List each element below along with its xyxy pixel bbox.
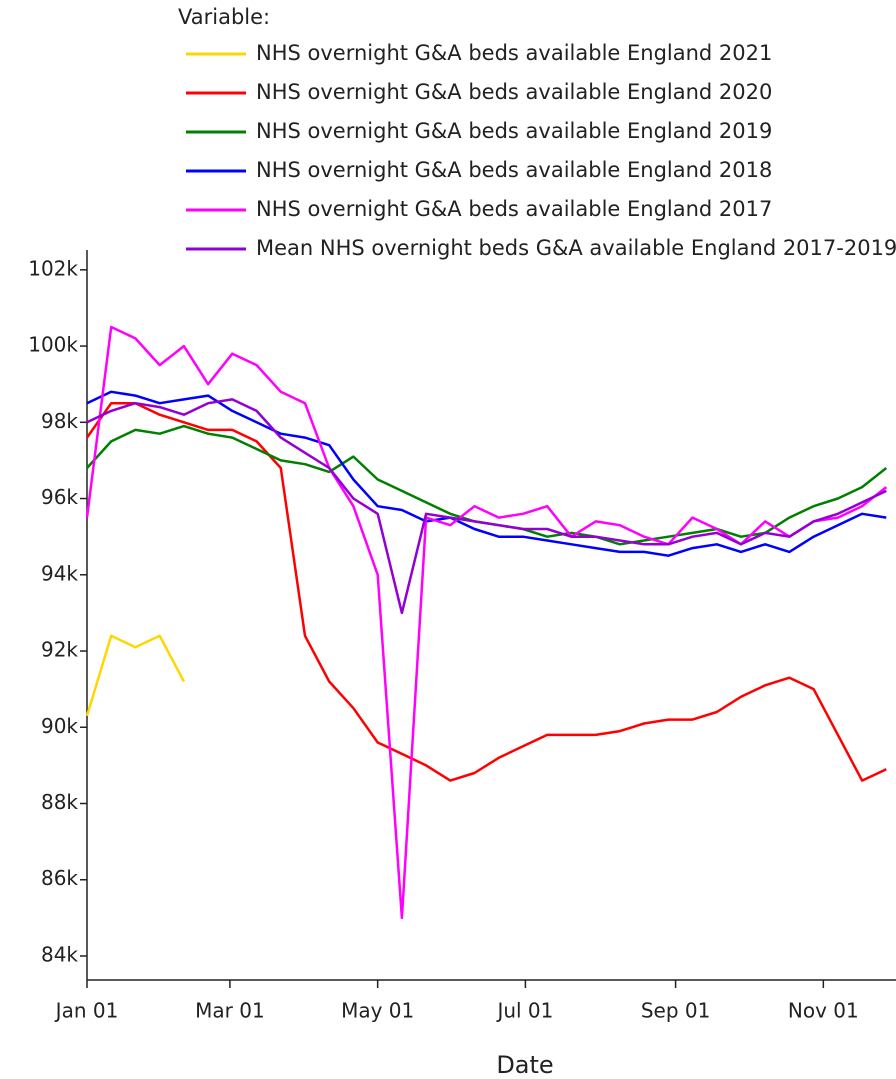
legend-label: Mean NHS overnight beds G&A available En…: [256, 236, 896, 260]
series-line: [86, 398, 887, 615]
series-line: [86, 390, 887, 557]
legend-label: NHS overnight G&A beds available England…: [256, 119, 772, 143]
legend-label: NHS overnight G&A beds available England…: [256, 80, 772, 104]
y-tick-label: 94k: [41, 561, 78, 585]
x-tick-label: Mar 01: [195, 999, 265, 1023]
series-line: [85, 634, 186, 717]
y-tick-label: 90k: [41, 714, 78, 738]
legend-label: NHS overnight G&A beds available England…: [256, 158, 772, 182]
legend-title: Variable:: [178, 5, 270, 29]
y-tick-label: 102k: [28, 256, 78, 280]
y-tick-label: 98k: [41, 409, 78, 433]
x-tick-label: Jul 01: [495, 999, 553, 1023]
series-line: [86, 424, 888, 546]
x-axis-title: Date: [496, 1051, 553, 1079]
y-tick-label: 84k: [41, 942, 78, 966]
y-tick-label: 86k: [41, 866, 78, 890]
series-line: [85, 325, 888, 920]
x-tick-label: Jan 01: [54, 999, 119, 1023]
x-tick-label: Nov 01: [788, 999, 859, 1023]
series-line: [85, 401, 887, 782]
y-tick-label: 92k: [41, 638, 78, 662]
y-tick-label: 100k: [28, 333, 78, 357]
legend-label: NHS overnight G&A beds available England…: [256, 197, 772, 221]
y-tick-label: 88k: [41, 790, 78, 814]
y-tick-label: 96k: [41, 485, 78, 509]
x-tick-label: Sep 01: [641, 999, 711, 1023]
x-tick-label: May 01: [341, 999, 414, 1023]
legend-label: NHS overnight G&A beds available England…: [256, 41, 772, 65]
